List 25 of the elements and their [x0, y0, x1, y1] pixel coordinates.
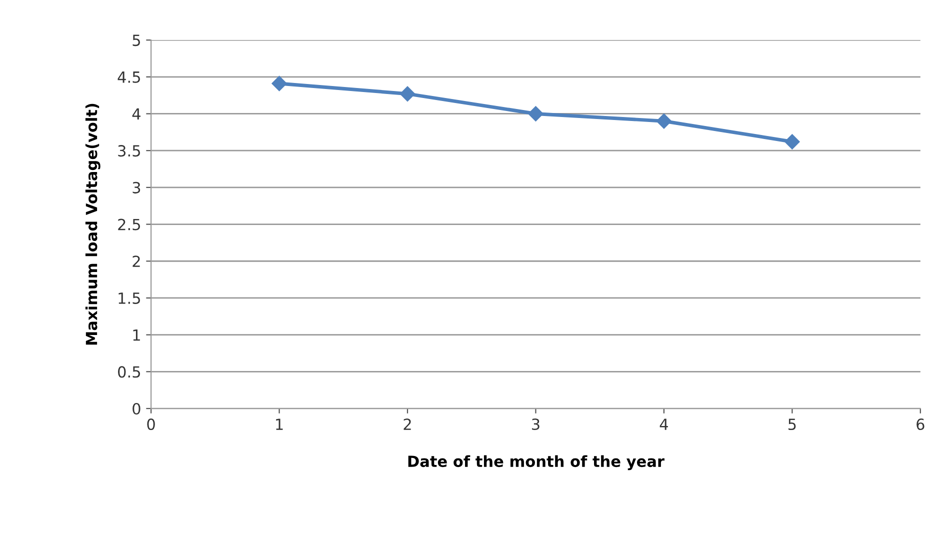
y-tick-label: 1.5 [118, 292, 140, 304]
x-tick-label: 0 [147, 418, 155, 430]
x-tick-label: 3 [532, 418, 540, 430]
x-axis-title: Date of the month of the year [408, 455, 664, 470]
x-tick-label: 2 [404, 418, 411, 430]
y-tick-label: 2.5 [118, 218, 140, 230]
y-tick-label: 1 [133, 329, 140, 341]
y-tick-label: 0 [132, 402, 140, 415]
point [272, 76, 287, 92]
x-tick-label: 1 [276, 418, 283, 430]
y-tick-label: 0.5 [118, 366, 140, 378]
y-tick-label: 4 [132, 108, 140, 120]
y-tick-label: 5 [132, 34, 140, 46]
y-tick-label: 3.5 [118, 145, 140, 157]
y-tick-label: 3 [132, 182, 140, 194]
x-tick-label: 4 [660, 418, 668, 430]
x-tick-label: 5 [788, 418, 796, 430]
point [400, 86, 416, 102]
y-tick-label: 2 [132, 256, 140, 267]
y-axis-title: Maximum load Voltage(volt) [85, 104, 100, 345]
point [784, 134, 800, 150]
point [528, 106, 544, 122]
y-tick-label: 4.5 [118, 72, 140, 83]
point [656, 114, 672, 129]
x-tick-label: 6 [916, 418, 924, 430]
